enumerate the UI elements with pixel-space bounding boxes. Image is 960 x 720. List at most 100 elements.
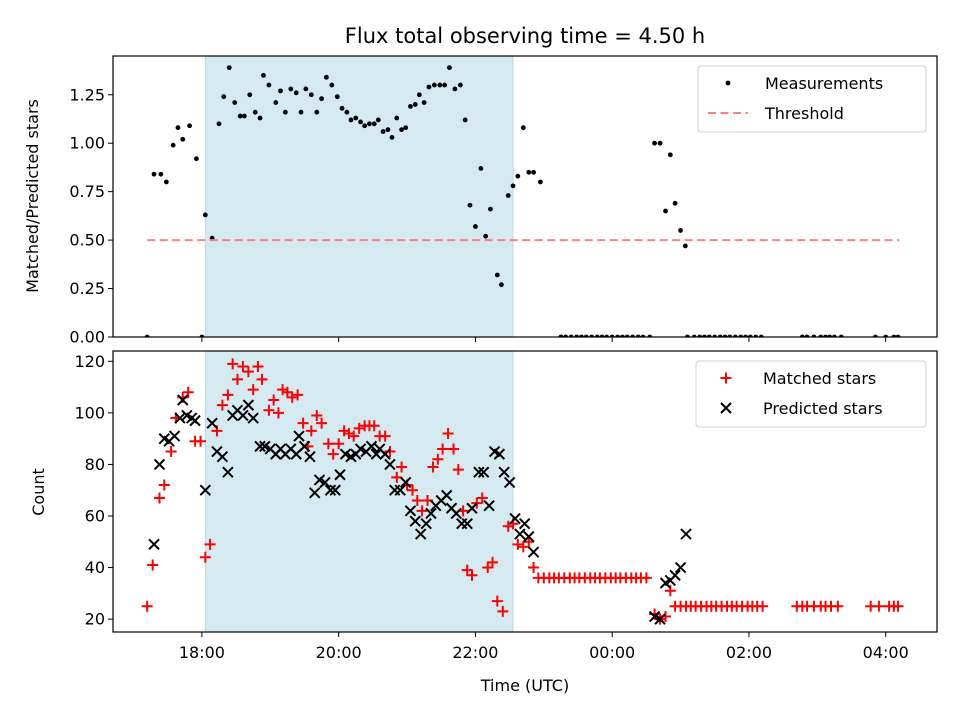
- matched-stars-point: [333, 438, 345, 450]
- bottom-y-axis-label: Count: [29, 468, 48, 516]
- measurements-point: [531, 169, 536, 175]
- predicted-stars-point: [674, 561, 687, 574]
- measurements-point: [421, 100, 427, 105]
- measurements-point: [442, 82, 448, 88]
- measurements-point: [273, 100, 279, 105]
- measurements-point: [488, 206, 493, 212]
- matched-stars-point: [442, 427, 454, 439]
- x-tick-label: 22:00: [452, 643, 498, 662]
- measurements-point: [362, 123, 368, 129]
- matched-stars-point: [466, 569, 478, 581]
- predicted-stars-point: [189, 414, 201, 427]
- matched-stars-point: [338, 425, 350, 437]
- predicted-stars-point: [425, 507, 437, 520]
- measurements-point: [247, 92, 253, 98]
- measurements-point: [226, 65, 232, 71]
- predicted-stars-point: [527, 546, 540, 558]
- matched-stars-point: [316, 417, 328, 429]
- measurements-point: [426, 84, 432, 90]
- predicted-stars-point: [237, 409, 249, 422]
- matched-stars-point: [368, 420, 380, 432]
- matched-stars-point: [199, 551, 211, 563]
- matched-stars-point: [892, 600, 904, 612]
- matched-stars-point: [281, 386, 293, 398]
- legend-measurements-swatch: [725, 80, 731, 86]
- measurements-point: [394, 115, 400, 121]
- measurements-point: [187, 123, 192, 129]
- matched-stars-point: [487, 556, 499, 568]
- matched-stars-point: [231, 373, 243, 385]
- predicted-stars-point: [384, 458, 396, 471]
- predicted-stars-point: [309, 487, 321, 499]
- predicted-stars-point: [477, 466, 490, 478]
- measurements-point: [431, 82, 437, 88]
- predicted-stars-point: [466, 502, 478, 514]
- measurements-point: [323, 74, 329, 80]
- measurements-point: [678, 228, 683, 233]
- predicted-stars-point: [365, 440, 378, 453]
- bottom-y-tick-label: 100: [74, 403, 105, 422]
- matched-stars-point: [832, 600, 844, 612]
- measurements-point: [467, 202, 473, 208]
- measurements-point: [447, 65, 452, 71]
- predicted-stars-point: [153, 458, 166, 471]
- matched-stars-point: [322, 438, 334, 450]
- matched-stars-point: [247, 384, 259, 396]
- measurements-point: [367, 121, 372, 127]
- x-tick-label: 04:00: [863, 643, 909, 662]
- measurements-point: [170, 142, 176, 148]
- predicted-stars-point: [473, 466, 485, 478]
- measurements-point: [293, 90, 299, 96]
- legend-measurements-label: Measurements: [765, 74, 883, 93]
- measurements-point: [158, 171, 164, 177]
- bottom-y-tick-label: 80: [85, 455, 105, 474]
- matched-stars-point: [263, 404, 275, 416]
- measurements-point: [375, 117, 381, 123]
- matched-stars-point: [277, 384, 289, 396]
- matched-stars-point: [141, 600, 153, 612]
- predicted-stars-point: [254, 440, 266, 453]
- predicted-stars-point: [440, 489, 453, 502]
- predicted-stars-point: [206, 417, 218, 429]
- measurements-point: [457, 82, 463, 88]
- bottom-axes-frame: [112, 350, 938, 633]
- bottom-shaded-interval: [204, 350, 514, 633]
- matched-stars-point: [396, 461, 408, 473]
- matched-stars-point: [461, 564, 473, 576]
- measurements-point: [416, 92, 422, 98]
- bottom-y-tick-label: 120: [74, 352, 105, 371]
- matched-stars-point: [502, 520, 514, 532]
- measurements-point: [663, 208, 668, 214]
- matched-stars-point: [272, 407, 284, 419]
- matched-stars-point: [195, 435, 207, 447]
- measurements-point: [537, 179, 543, 185]
- measurements-point: [399, 127, 404, 133]
- measurements-point: [499, 282, 504, 288]
- bottom-legend: Matched stars Predicted stars: [695, 360, 927, 428]
- matched-stars-point: [268, 394, 280, 406]
- matched-stars-point: [353, 422, 365, 434]
- predicted-stars-point: [379, 448, 391, 460]
- matched-stars-point: [286, 391, 298, 403]
- matched-stars-point: [147, 559, 159, 571]
- measurements-point: [385, 127, 391, 133]
- matched-stars-point: [411, 495, 423, 507]
- top-y-tick-label: 0.25: [69, 279, 105, 298]
- measurements-point: [180, 136, 186, 142]
- measurements-point: [667, 152, 673, 158]
- matched-stars-point: [391, 471, 403, 483]
- matched-stars-point: [427, 461, 439, 473]
- bottom-y-tick-label: 20: [85, 610, 105, 629]
- measurements-point: [412, 102, 418, 107]
- predicted-stars-point: [334, 469, 346, 481]
- measurements-point: [175, 125, 181, 131]
- matched-stars-point: [432, 453, 444, 465]
- matched-stars-point: [528, 562, 540, 574]
- measurements-point: [682, 243, 688, 249]
- top-axes-frame: [112, 55, 938, 338]
- predicted-stars-point: [177, 394, 189, 406]
- measurements-point: [380, 129, 386, 134]
- matched-stars-point: [182, 386, 194, 398]
- predicted-stars-point: [247, 412, 259, 424]
